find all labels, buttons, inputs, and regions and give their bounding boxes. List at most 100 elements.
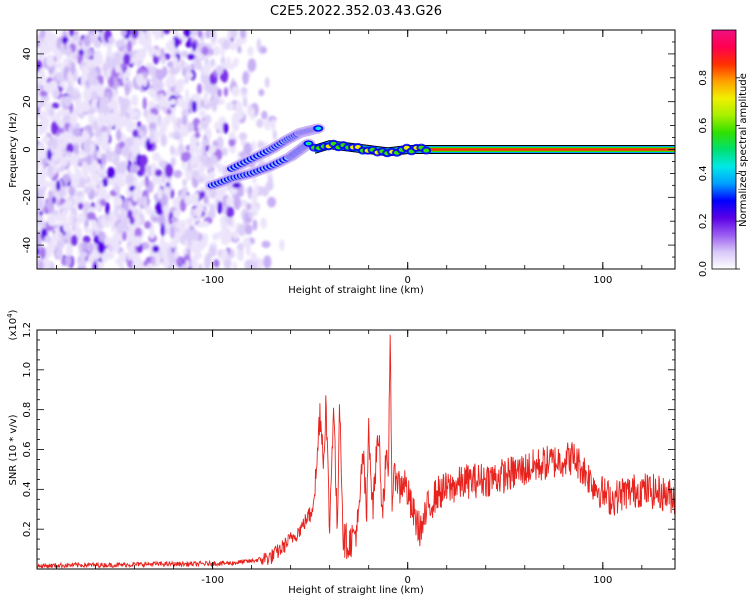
noise-blob <box>115 129 122 141</box>
noise-blob <box>139 162 146 176</box>
snr-x-axis: -100 0 100 <box>56 330 643 586</box>
noise-blob <box>190 257 198 269</box>
noise-blob <box>236 249 243 261</box>
noise-blob <box>62 114 71 124</box>
noise-blob <box>59 156 68 167</box>
noise-blob <box>97 112 107 125</box>
noise-blob <box>237 46 242 54</box>
noise-blob <box>66 142 74 154</box>
noise-blob <box>80 250 88 258</box>
noise-blob <box>88 206 96 214</box>
noise-blob <box>37 171 45 181</box>
noise-blob <box>83 34 92 47</box>
noise-blob <box>158 214 166 228</box>
noise-blob <box>221 147 228 157</box>
noise-blob <box>132 214 141 229</box>
noise-blob <box>240 86 248 94</box>
noise-blob <box>163 30 171 35</box>
noise-blob <box>170 216 178 223</box>
noise-blob <box>112 51 122 64</box>
noise-blob <box>264 76 270 88</box>
colorbar-ticks: 0.0 0.2 0.4 0.6 0.8 <box>698 70 740 277</box>
noise-blob <box>191 245 199 254</box>
snr-y-multiplier: (x104) <box>6 309 19 340</box>
noise-blob <box>154 169 163 177</box>
noise-blob <box>115 172 123 187</box>
y-tick-label: 0.6 <box>22 442 33 458</box>
noise-blob <box>242 237 251 248</box>
noise-blob <box>70 156 80 164</box>
noise-blob <box>53 89 58 100</box>
noise-blob <box>82 235 91 244</box>
noise-blob <box>208 245 217 257</box>
noise-blob <box>46 148 52 161</box>
noise-blob <box>154 30 160 41</box>
noise-blob <box>120 30 127 37</box>
noise-blob <box>171 115 177 124</box>
noise-blob <box>78 177 86 188</box>
noise-blob <box>77 214 84 224</box>
noise-blob <box>69 114 78 126</box>
noise-blob <box>210 84 219 95</box>
noise-blob <box>105 56 113 69</box>
noise-blob <box>48 164 54 179</box>
noise-blob <box>279 239 285 251</box>
colorbar: 0.0 0.2 0.4 0.6 0.8 Normalized spectral ampl… <box>698 29 749 277</box>
noise-blob <box>170 156 176 167</box>
noise-blob <box>204 128 211 136</box>
noise-blob <box>100 198 107 207</box>
noise-blob <box>228 138 236 147</box>
noise-blob <box>37 178 42 190</box>
noise-blob <box>197 30 203 38</box>
noise-blob <box>232 60 238 68</box>
noise-blob <box>203 91 209 105</box>
noise-blob <box>98 231 106 243</box>
noise-blob <box>146 263 155 269</box>
noise-blob <box>242 95 248 108</box>
y-tick-label: 1.0 <box>22 362 33 378</box>
noise-blob <box>101 153 107 166</box>
noise-blob <box>247 46 254 57</box>
noise-blob <box>155 71 165 81</box>
noise-blob <box>148 122 157 130</box>
noise-blob <box>243 142 253 157</box>
snr-x-label: Height of straight line (km) <box>288 585 424 596</box>
noise-blob <box>125 137 134 148</box>
noise-blob <box>252 176 257 184</box>
noise-blob <box>141 195 149 210</box>
noise-blob <box>116 197 123 207</box>
noise-blob <box>191 93 200 102</box>
noise-blob <box>144 221 152 229</box>
noise-blob <box>180 152 189 163</box>
noise-blob <box>74 221 80 234</box>
noise-blob <box>152 76 158 91</box>
noise-blob <box>162 256 171 269</box>
noise-blob <box>222 227 232 240</box>
noise-blob <box>106 124 111 136</box>
noise-blob <box>94 203 102 211</box>
noise-blob <box>135 235 141 247</box>
colorbar-tick-label: 0.2 <box>698 213 709 229</box>
snr-y-label: SNR (10 * v/v) <box>8 414 19 485</box>
noise-blob <box>51 123 59 132</box>
noise-blob <box>203 210 209 218</box>
noise-blob <box>169 226 175 240</box>
noise-blob <box>96 150 103 160</box>
spectrogram-y-axis: -40 -20 0 20 40 <box>22 29 675 270</box>
noise-blob <box>177 143 185 156</box>
noise-blob <box>268 176 273 187</box>
noise-blob <box>221 184 227 196</box>
noise-blob <box>152 152 161 162</box>
noise-blob <box>202 220 210 228</box>
noise-blob <box>38 128 43 136</box>
noise-blob <box>121 215 129 228</box>
noise-blob <box>220 249 229 260</box>
lower-branch <box>225 123 326 174</box>
noise-blob <box>92 120 99 131</box>
noise-blob <box>161 54 166 65</box>
noise-blob <box>190 30 199 36</box>
x-tick-label: 0 <box>405 275 411 286</box>
noise-blob <box>52 153 59 162</box>
noise-blob <box>51 102 60 109</box>
